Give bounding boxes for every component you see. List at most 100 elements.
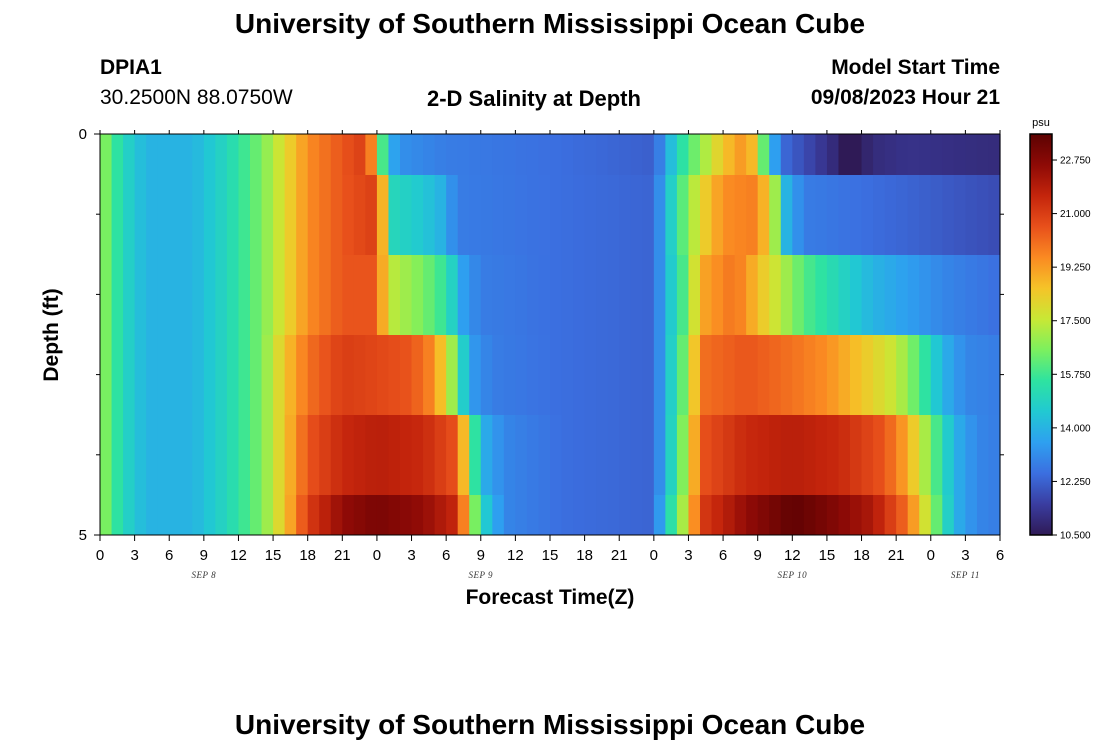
heatmap-cell (342, 495, 355, 535)
heatmap-cell (665, 134, 678, 175)
colorbar: 10.500 12.250 14.000 15.750 17.500 19.250 21.0… (1029, 133, 1091, 542)
heatmap-cell (353, 415, 366, 495)
heatmap-cell (988, 134, 1001, 175)
heatmap-cell (492, 134, 505, 175)
colorbar-tick-label: 17.500 (1060, 316, 1091, 327)
heatmap-cell (607, 415, 620, 495)
heatmap-cell (434, 175, 447, 255)
x-tick-label: 6 (996, 547, 1004, 564)
heatmap-cell (434, 255, 447, 335)
heatmap-cell (850, 134, 863, 175)
heatmap-cell (965, 415, 978, 495)
heatmap-cell (503, 495, 516, 535)
heatmap-cell (342, 255, 355, 335)
heatmap-cell (711, 335, 724, 415)
heatmap-cell (619, 134, 632, 175)
heatmap-cell (353, 134, 366, 175)
heatmap-cell (976, 175, 990, 255)
heatmap-cell (838, 415, 851, 495)
heatmap-cell (342, 415, 355, 495)
y-tick-label: 5 (79, 527, 87, 544)
heatmap-cell (550, 415, 563, 495)
heatmap-cell (584, 175, 597, 255)
heatmap-cell (226, 335, 240, 415)
heatmap-cell (607, 495, 620, 535)
heatmap-cell (942, 415, 955, 495)
heatmap-cell (134, 415, 147, 495)
heatmap-cell (388, 335, 401, 415)
heatmap-cell (907, 335, 920, 415)
heatmap-cell (400, 255, 413, 335)
heatmap-cell (515, 255, 528, 335)
heatmap-cell (376, 495, 390, 535)
heatmap-cell (596, 495, 609, 535)
heatmap-cell (653, 134, 666, 175)
heatmap-cell (953, 134, 966, 175)
heatmap-cell (192, 175, 205, 255)
heatmap-cell (584, 335, 597, 415)
heatmap-cell (965, 255, 978, 335)
model-start-label: Model Start Time (831, 56, 1000, 79)
heatmap-cell (157, 415, 170, 495)
heatmap-cell (757, 255, 770, 335)
heatmap-cell (907, 175, 920, 255)
heatmap-cell (607, 175, 620, 255)
heatmap-cell (423, 175, 436, 255)
heatmap-cell (123, 335, 136, 415)
heatmap-cell (653, 495, 666, 535)
heatmap-cell (700, 335, 713, 415)
heatmap-cell (607, 255, 620, 335)
heatmap-cell (446, 175, 459, 255)
x-tick-label: 6 (442, 547, 450, 564)
heatmap-cell (169, 415, 182, 495)
heatmap-cell (434, 415, 447, 495)
heatmap-cell (423, 495, 436, 535)
heatmap-cell (630, 134, 643, 175)
heatmap-cell (769, 134, 782, 175)
heatmap-cell (665, 335, 678, 415)
heatmap-cell (400, 335, 413, 415)
heatmap-cell (953, 175, 966, 255)
heatmap-cell (469, 495, 482, 535)
heatmap-cell (723, 175, 736, 255)
heatmap-cell (515, 415, 528, 495)
heatmap-cell (573, 255, 586, 335)
heatmap-cell (284, 495, 297, 535)
heatmap-cell (584, 134, 597, 175)
heatmap-cell (653, 335, 666, 415)
heatmap-cell (123, 255, 136, 335)
heatmap-cell (780, 335, 793, 415)
heatmap-cell (365, 175, 378, 255)
heatmap-cell (930, 335, 943, 415)
heatmap-cell (907, 495, 920, 535)
heatmap-cell (619, 175, 632, 255)
heatmap-cell (573, 335, 586, 415)
heatmap-cell (480, 134, 493, 175)
heatmap-cell (469, 335, 482, 415)
heatmap-cell (884, 134, 897, 175)
heatmap-cell (503, 255, 516, 335)
heatmap-cell (769, 175, 782, 255)
heatmap-cell (365, 134, 378, 175)
heatmap-cell (376, 335, 390, 415)
heatmap-cell (688, 134, 701, 175)
heatmap-cell (642, 175, 655, 255)
heatmap-cell (192, 495, 205, 535)
heatmap-cell (480, 495, 493, 535)
heatmap-cell (480, 335, 493, 415)
heatmap-cell (930, 175, 943, 255)
heatmap-cell (942, 175, 955, 255)
heatmap-cell (930, 495, 943, 535)
heatmap-cell (215, 175, 228, 255)
heatmap-cell (815, 495, 828, 535)
heatmap-cell (503, 415, 516, 495)
heatmap-cell (688, 335, 701, 415)
heatmap-cell (861, 255, 874, 335)
heatmap-cell (700, 134, 713, 175)
heatmap-cell (676, 255, 690, 335)
heatmap-cell (757, 335, 770, 415)
heatmap-cell (711, 255, 724, 335)
heatmap-cell (296, 335, 309, 415)
heatmap-cell (573, 415, 586, 495)
heatmap-cell (919, 175, 932, 255)
